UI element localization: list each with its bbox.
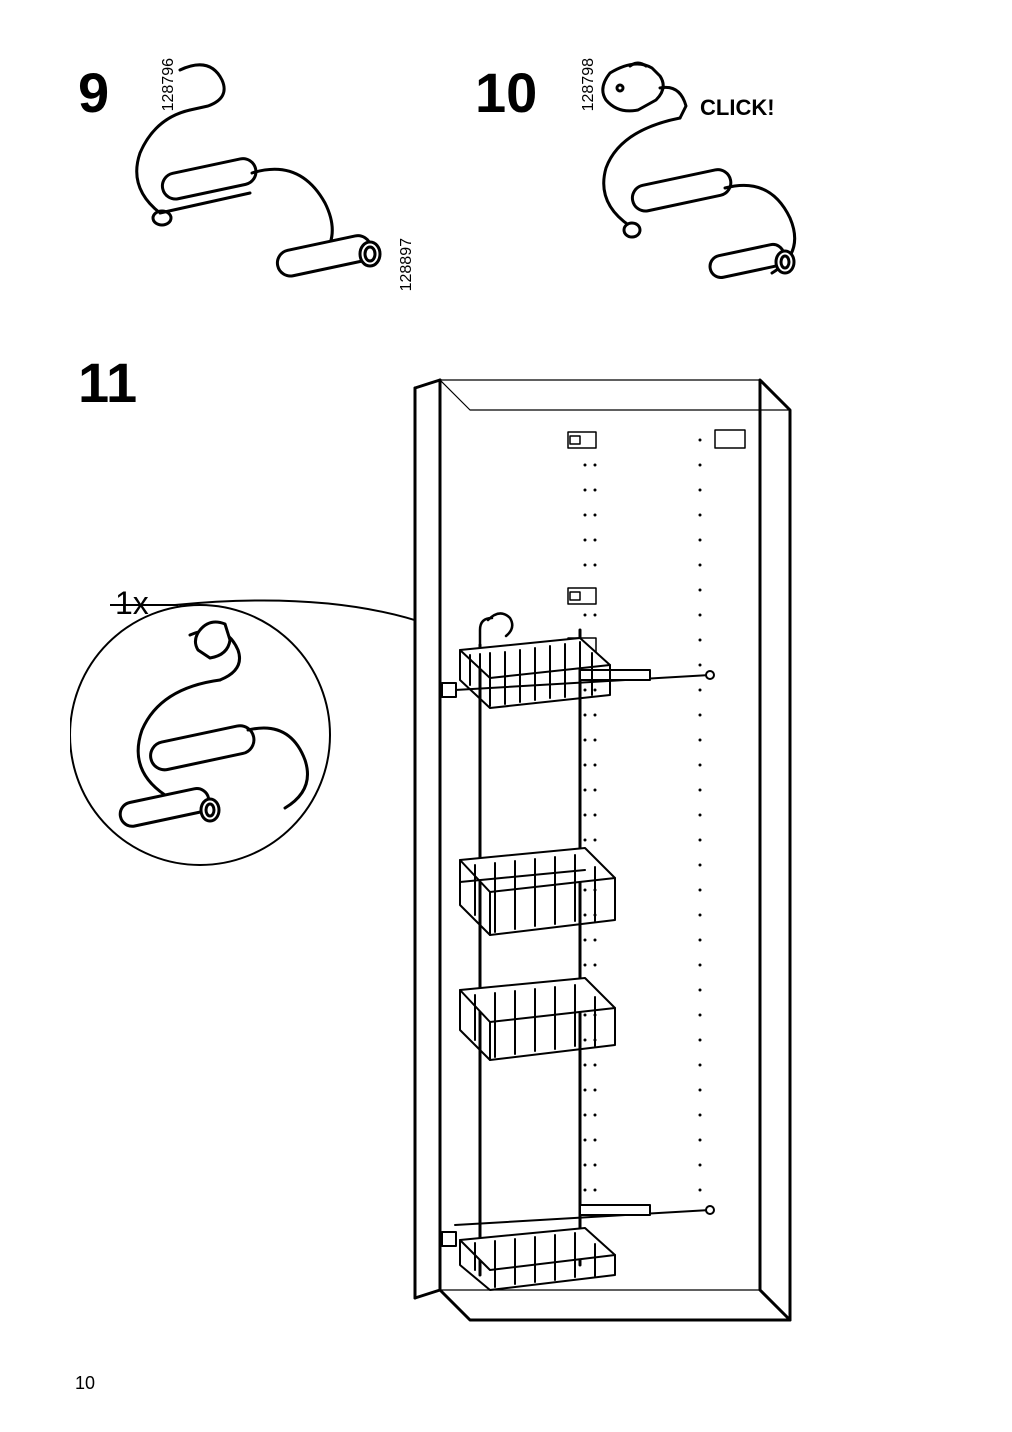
step-11-number: 11 [78,350,137,415]
step-10-illustration [560,58,820,318]
step-9-illustration [100,58,410,318]
step-9-part-bottom-label: 128897 [398,238,416,291]
page-number: 10 [75,1373,95,1394]
step-11-cabinet [380,370,940,1330]
manual-page: 9 128796 128897 10 128798 CLICK! [0,0,1012,1432]
step-10-number: 10 [475,60,537,125]
